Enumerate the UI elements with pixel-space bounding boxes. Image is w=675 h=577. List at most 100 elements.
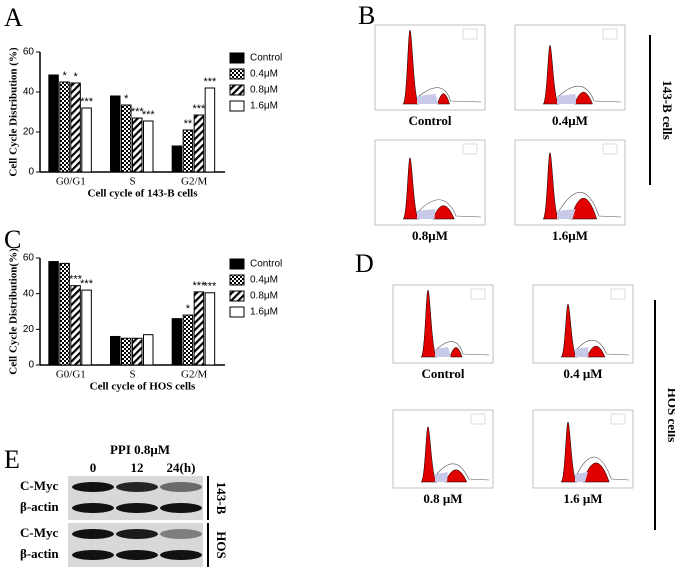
x-tick-label: G0/G1 [56, 176, 86, 188]
s-phase [575, 472, 588, 482]
x-axis-label: Cell cycle of 143-B cells [88, 188, 199, 200]
histogram-frame [374, 139, 486, 226]
significance: *** [192, 103, 206, 115]
g2-peak [432, 205, 455, 220]
significance: *** [142, 109, 156, 121]
bar [121, 104, 132, 173]
trace [436, 463, 490, 481]
s-phase [435, 472, 448, 482]
legend-swatch [229, 258, 245, 270]
g1-peak [560, 421, 578, 483]
legend-box [462, 143, 478, 155]
histogram-frame [374, 24, 486, 111]
x-axis-label: Cell cycle of HOS cells [90, 381, 196, 393]
band [72, 550, 114, 560]
band [160, 550, 202, 560]
g2-peak [444, 469, 468, 483]
significance: *** [131, 106, 145, 118]
legend-box [610, 288, 626, 300]
condition-label: 0.4μM [552, 113, 588, 128]
protein-label: C-Myc [20, 478, 58, 493]
bar [171, 145, 183, 173]
significance: *** [203, 76, 217, 88]
protein-label: C-Myc [20, 525, 58, 540]
bar [48, 74, 59, 173]
legend-box [462, 28, 478, 40]
band [116, 503, 158, 513]
bar [121, 337, 132, 366]
bar [193, 291, 205, 366]
significance: *** [80, 96, 94, 108]
g2-peak [574, 91, 593, 105]
bar [81, 107, 92, 173]
significance: *** [69, 274, 83, 286]
panel-letter: D [355, 249, 374, 278]
protein-label: β-actin [20, 546, 59, 561]
y-axis-label: Cell Cycle Distribution(%) [8, 248, 20, 375]
g2-peak [569, 198, 598, 220]
trace [558, 192, 622, 218]
y-tick-label: 20 [23, 324, 35, 335]
significance: *** [203, 281, 217, 293]
bar [143, 334, 154, 366]
g1-peak [542, 152, 560, 220]
x-tick-label: G0/G1 [56, 369, 86, 381]
histogram-frame [532, 284, 634, 364]
condition-label: Control [421, 366, 464, 381]
g2-peak [449, 347, 463, 358]
trace [576, 456, 630, 481]
legend-box [470, 288, 486, 300]
treatment-label: PPI 0.8μM [110, 442, 170, 457]
bar [70, 82, 81, 173]
band [160, 529, 202, 539]
legend-swatch [229, 84, 245, 96]
histogram-frame [514, 24, 626, 111]
significance: * [124, 93, 129, 105]
legend-box [602, 28, 618, 40]
significance: *** [192, 280, 206, 292]
bar [143, 120, 154, 173]
legend-swatch [229, 52, 245, 64]
x-tick-label: G2/M [181, 176, 208, 188]
bar [110, 335, 121, 366]
legend-label: 1.6μM [250, 307, 278, 318]
band [116, 550, 158, 560]
legend-label: 0.8μM [250, 291, 278, 302]
panel-letter: A [4, 3, 23, 32]
histogram-frame [392, 284, 494, 364]
bar [59, 81, 70, 173]
trace [558, 86, 622, 103]
significance: * [186, 303, 191, 315]
bar [110, 95, 121, 173]
lane-label: 0 [90, 460, 97, 475]
trace [418, 87, 482, 103]
bar [81, 289, 92, 366]
blot-cell-line: 143-B [214, 482, 229, 515]
bar [70, 285, 81, 366]
trace [436, 341, 490, 356]
legend-box [470, 413, 486, 425]
panel-letter: E [4, 445, 20, 474]
significance: ** [184, 118, 193, 130]
x-tick-label: S [129, 369, 135, 381]
significance: * [73, 71, 78, 83]
histogram-frame [514, 139, 626, 226]
panel-letter: B [358, 1, 375, 30]
band [160, 503, 202, 513]
condition-label: 1.6μM [552, 228, 588, 243]
condition-label: 1.6 μM [563, 491, 602, 506]
g1-peak [402, 157, 420, 220]
condition-label: 0.8μM [412, 228, 448, 243]
legend-label: Control [250, 53, 282, 64]
cell-line-label: 143-B cells [660, 80, 675, 140]
significance: * [62, 70, 67, 82]
bar [132, 117, 143, 173]
s-phase [417, 94, 439, 104]
trace [576, 340, 630, 356]
g1-peak [420, 426, 438, 483]
legend-swatch [229, 68, 245, 80]
bar [59, 262, 70, 366]
protein-label: β-actin [20, 499, 59, 514]
trace [418, 199, 482, 218]
